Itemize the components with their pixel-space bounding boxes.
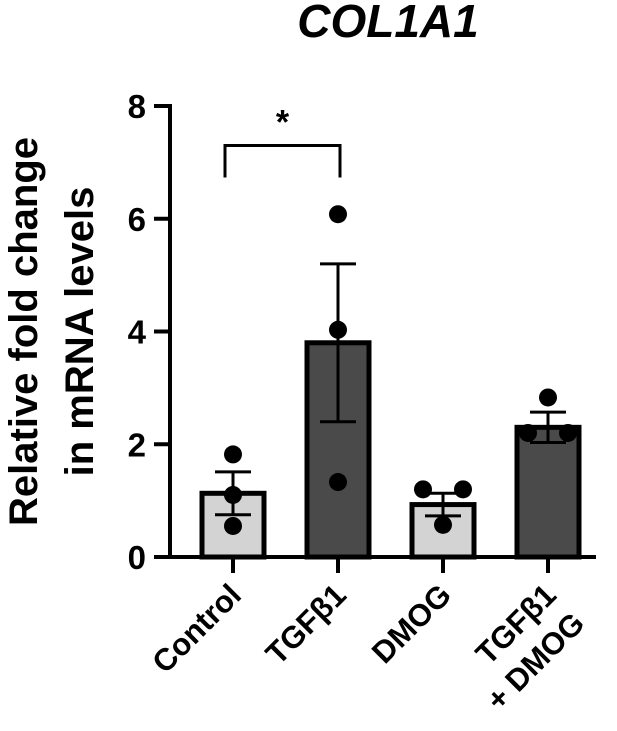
y-tick-label: 8: [128, 88, 146, 125]
bar: [514, 424, 582, 560]
chart-title: COL1A1: [297, 0, 478, 47]
data-point: [329, 473, 347, 492]
data-point: [539, 388, 557, 407]
data-point: [224, 516, 242, 535]
x-tick-label-line: Control: [145, 577, 248, 680]
y-axis-label: Relative fold change in mRNA levels: [2, 137, 102, 526]
data-point: [519, 423, 537, 442]
data-point: [434, 515, 452, 534]
data-point: [559, 423, 577, 442]
data-points: [224, 205, 577, 535]
x-tick-label-line: DMOG: [365, 577, 458, 670]
data-point: [224, 445, 242, 464]
bars: [199, 340, 582, 560]
x-tick-label: TGFβ1: [259, 577, 353, 671]
y-tick-label: 2: [128, 426, 146, 463]
y-axis-label-line: Relative fold change: [2, 137, 46, 526]
x-tick-label: TGFβ1+ DMOG: [469, 577, 591, 717]
data-point: [224, 485, 242, 504]
y-tick-label: 4: [128, 314, 147, 351]
significance-label: *: [276, 103, 290, 141]
x-tick-labels: Control TGFβ1 DMOG TGFβ1+ DMOG: [145, 577, 591, 717]
data-point: [454, 480, 472, 499]
x-tick-label: Control: [145, 577, 248, 680]
significance-bracket: [223, 143, 342, 178]
significance-annotations: *: [223, 103, 342, 178]
y-tick-label: 6: [128, 201, 146, 238]
error-bars: [215, 262, 566, 518]
data-point: [414, 480, 432, 499]
x-tick-label-line: TGFβ1: [259, 577, 353, 671]
data-point: [329, 205, 347, 224]
data-point: [329, 320, 347, 339]
y-axis-label-line: in mRNA levels: [58, 187, 102, 477]
x-tick-label: DMOG: [365, 577, 458, 670]
y-tick-label: 0: [128, 539, 146, 576]
